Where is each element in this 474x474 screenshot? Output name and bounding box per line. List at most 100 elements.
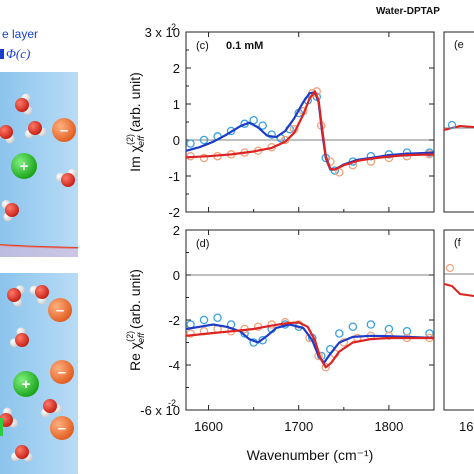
y-axis-title-c: Im χ(2)eff (arb. unit) <box>125 72 146 172</box>
oxygen-atom <box>0 125 13 139</box>
potential-marker-icon <box>0 49 4 59</box>
anion-sphere <box>48 298 72 322</box>
panel-label-d: (d) <box>196 238 209 250</box>
x-tick-label: 1700 <box>284 419 313 434</box>
oxygen-atom <box>15 445 29 459</box>
water-molecule <box>15 93 33 115</box>
y-tick-label: -1 <box>168 169 180 184</box>
water-molecule <box>41 399 63 418</box>
illustration-caption-line1: e layer <box>2 27 38 41</box>
y-tick-label: 2 <box>173 61 180 76</box>
data-point <box>258 121 267 130</box>
x-tick-label: 1600 <box>194 419 223 434</box>
water-molecule <box>9 327 29 348</box>
fit-line-series-3 <box>185 321 434 369</box>
water-molecule <box>29 285 49 305</box>
ion-charge-symbol: – <box>60 122 68 139</box>
ion-charge-symbol: – <box>58 364 66 381</box>
ion-charge-symbol: – <box>56 302 64 319</box>
anion: – <box>50 416 74 440</box>
y-tick-label: -2 <box>168 205 180 220</box>
plot-frame-c <box>185 31 435 213</box>
data-point <box>249 115 258 125</box>
potential-fill <box>0 245 78 257</box>
partial-marker-e <box>447 120 457 130</box>
cation-sphere <box>13 371 39 397</box>
plot-frame-f-partial <box>443 229 474 411</box>
y-exponent-d: -2 <box>168 398 176 408</box>
partial-curve-f <box>443 283 474 297</box>
data-point <box>267 130 276 139</box>
data-point <box>335 168 344 177</box>
plot-layer: 3 x 10 2 1 0 -1 -2 2 0 -2 -4 -6 x 10 1600 1700 1800 <box>140 25 435 434</box>
data-point <box>280 135 290 145</box>
potential-curve <box>0 244 79 249</box>
anion: – <box>48 298 72 322</box>
anion-sphere <box>52 118 76 142</box>
water-molecule <box>25 121 47 139</box>
data-point <box>186 139 195 148</box>
water-molecule <box>0 407 18 428</box>
water-molecule <box>55 168 77 187</box>
y-tick-label: -4 <box>168 358 180 373</box>
panel-label-f: (f <box>454 237 462 249</box>
cation-sphere <box>11 153 37 179</box>
oxygen-atom <box>28 121 42 135</box>
oxygen-atom <box>5 203 19 217</box>
figure-header-title: Water-DPTAP <box>376 6 440 17</box>
oxygen-atom <box>35 285 49 299</box>
fit-line-series-3 <box>185 90 435 171</box>
oxygen-atom <box>61 173 75 187</box>
data-point <box>258 335 267 345</box>
water-molecule <box>0 125 15 144</box>
x-tick-label-partial: 16 <box>459 419 473 434</box>
partial-curve-e <box>443 124 474 131</box>
anion: – <box>50 360 74 384</box>
water-molecule <box>7 285 25 307</box>
oxygen-atom <box>43 399 57 413</box>
y-tick-label: 0 <box>173 268 180 283</box>
illustration-caption-line2: Φ(c) <box>6 46 30 61</box>
ion-charge-symbol: – <box>58 420 66 437</box>
y-tick-label: 3 x 10 <box>145 25 180 40</box>
data-point <box>348 322 358 331</box>
x-axis-title: Wavenumber (cm⁻¹) <box>247 447 374 463</box>
panel-annotation-c: 0.1 mM <box>226 40 263 52</box>
data-point <box>186 329 195 338</box>
water-molecule <box>11 445 33 462</box>
data-point <box>335 329 344 338</box>
y-exponent-c: -2 <box>168 22 176 32</box>
y-tick-label: -6 x 10 <box>140 403 180 418</box>
oxygen-atom <box>7 288 21 302</box>
data-point <box>199 135 209 145</box>
panel-label-c: (c) <box>196 40 209 52</box>
oxygen-atom <box>15 98 29 112</box>
anion: – <box>52 118 76 142</box>
water-molecule <box>1 200 19 222</box>
partial-marker-f <box>445 263 455 273</box>
data-point <box>213 313 222 322</box>
molecule-layer: – + – – + – <box>0 93 77 462</box>
data-point <box>226 126 236 136</box>
y-axis-title-d: Re χ(2)eff (arb. unit) <box>125 269 146 371</box>
y-tick-label: 1 <box>173 97 180 112</box>
plot-panel-c: 3 x 10 2 1 0 -1 -2 <box>145 25 435 220</box>
y-tick-label: 2 <box>173 223 180 238</box>
plot-panel-d: 2 0 -2 -4 -6 x 10 1600 1700 1800 <box>140 223 435 434</box>
ion-charge-symbol: + <box>22 376 31 393</box>
anion-sphere <box>50 416 74 440</box>
fit-line-series-2 <box>185 323 435 364</box>
oxygen-atom <box>0 413 13 427</box>
data-point <box>199 153 209 163</box>
plot-frame-d <box>185 229 435 411</box>
ion-charge-symbol: + <box>20 158 29 175</box>
cation-edge <box>0 418 3 436</box>
oxygen-atom <box>15 333 29 347</box>
fit-line-series-2 <box>185 91 435 171</box>
x-tick-label: 1800 <box>374 419 403 434</box>
y-tick-label: 0 <box>173 133 180 148</box>
plot-frame-e-partial <box>443 31 474 213</box>
data-point <box>321 362 331 372</box>
cation: + <box>11 153 37 179</box>
panel-label-e: (e <box>454 39 464 51</box>
